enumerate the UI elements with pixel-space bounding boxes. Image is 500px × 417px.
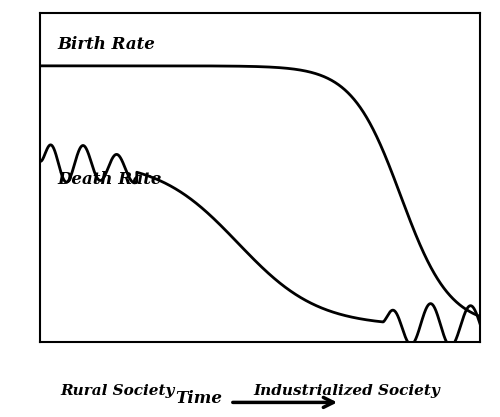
- Text: Industrialized Society: Industrialized Society: [254, 384, 440, 398]
- Text: Rural Society: Rural Society: [60, 384, 174, 398]
- Text: Time: Time: [175, 389, 222, 407]
- Text: Birth Rate: Birth Rate: [58, 35, 156, 53]
- Text: Death Rate: Death Rate: [58, 171, 162, 188]
